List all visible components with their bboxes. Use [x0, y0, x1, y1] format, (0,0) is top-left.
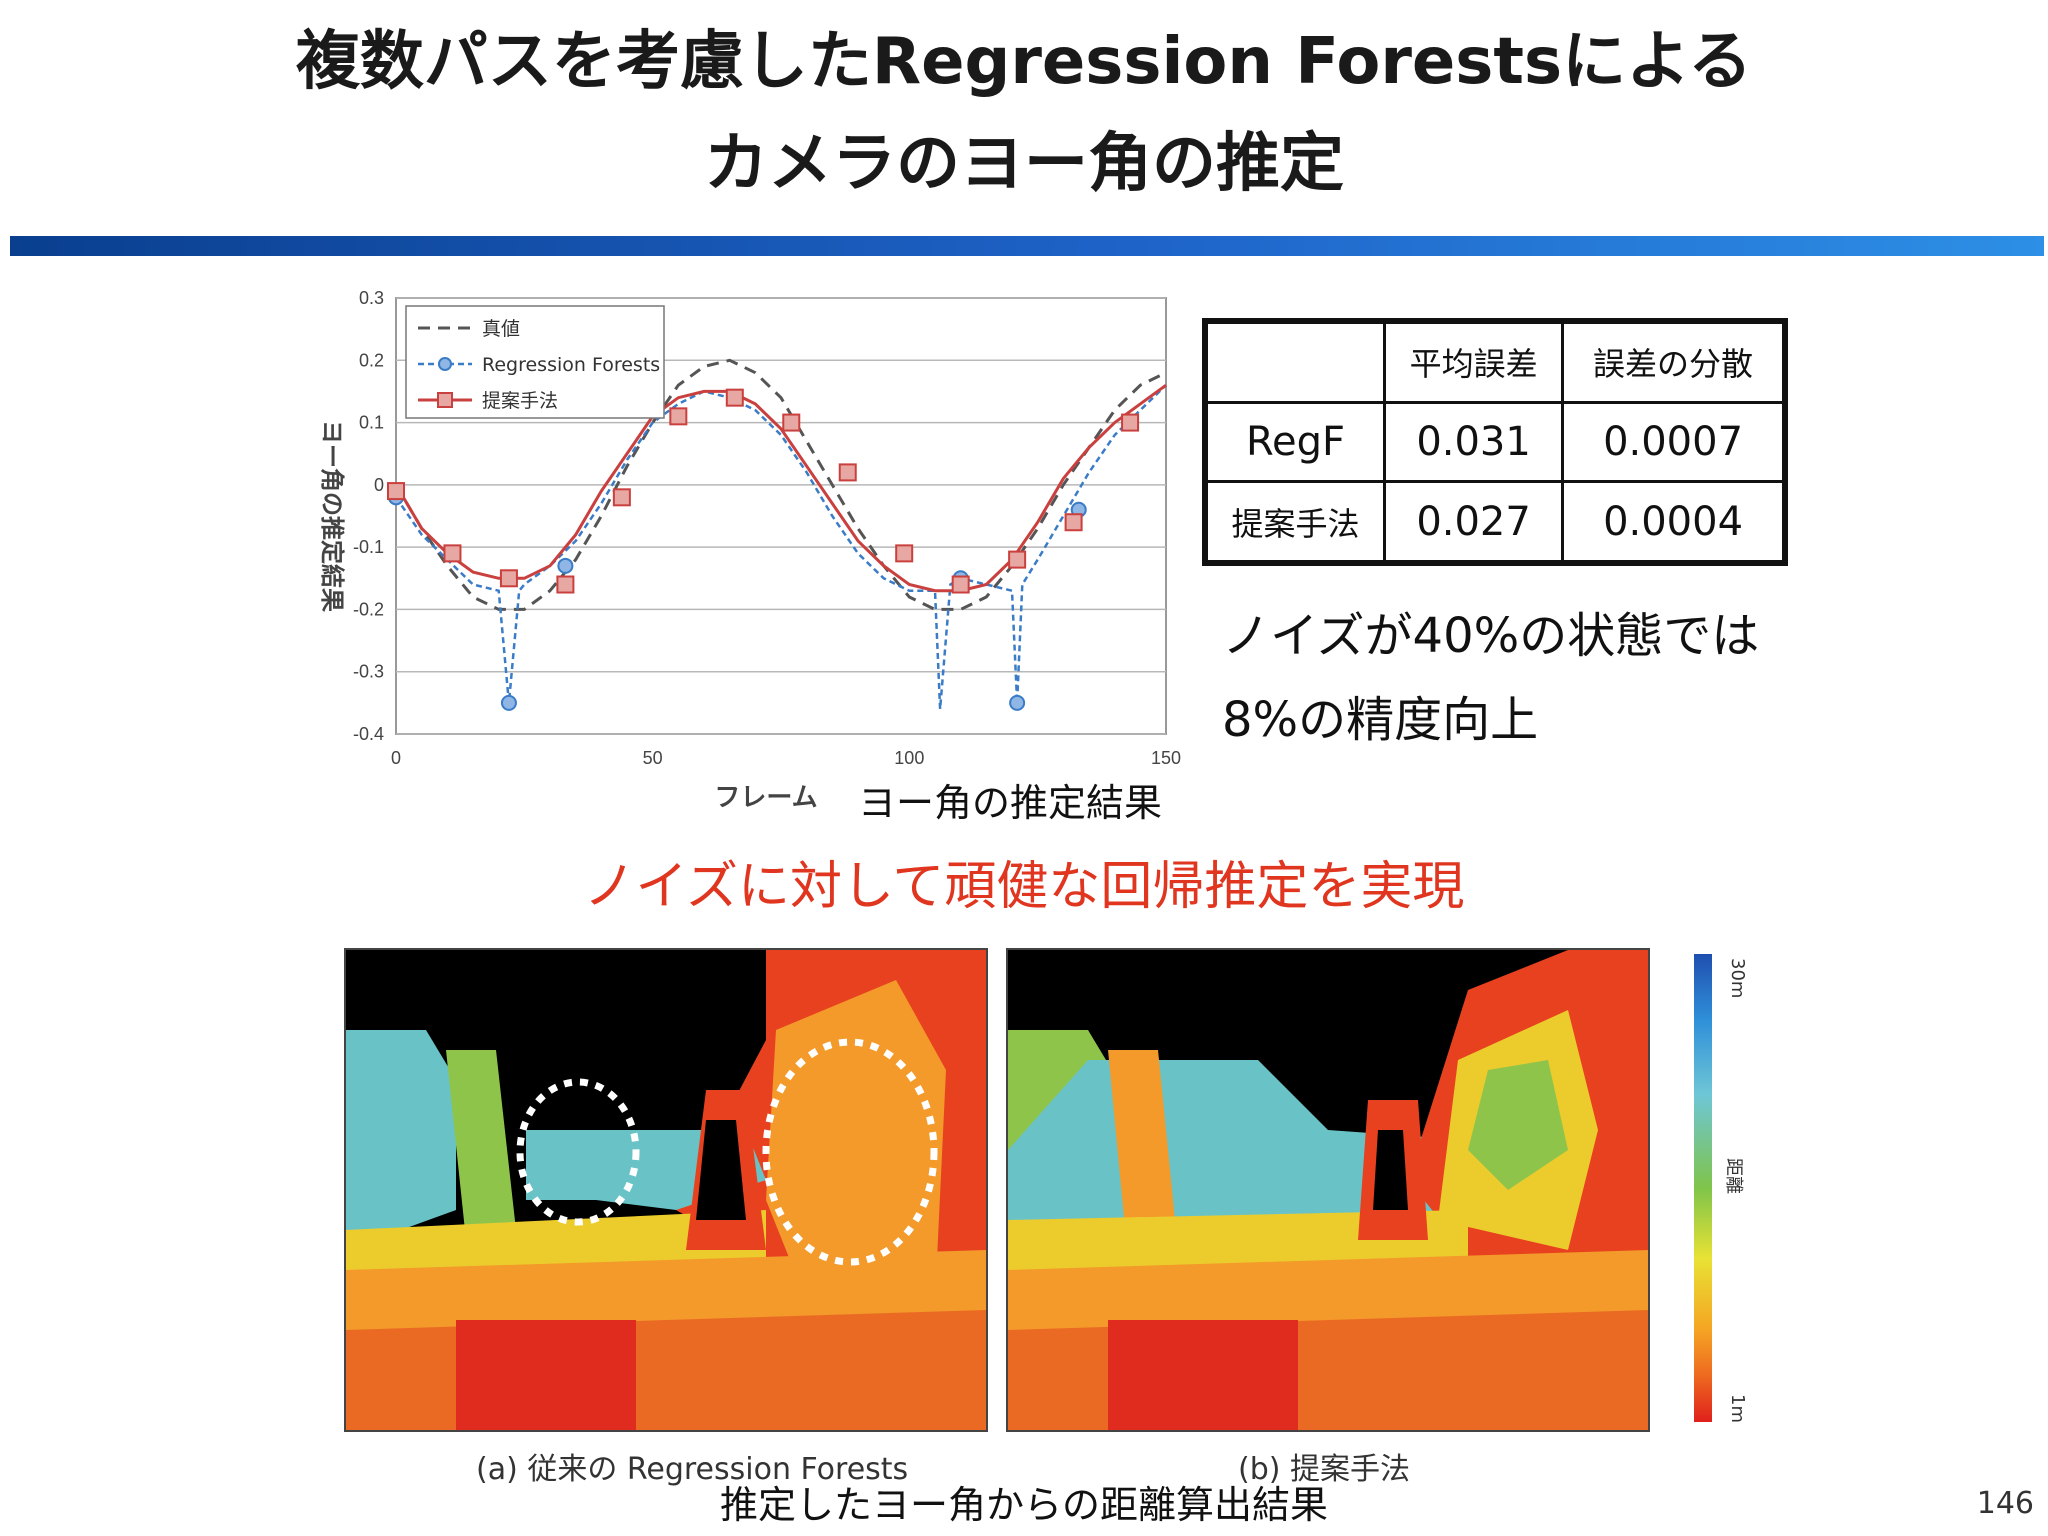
table-header-row: 平均誤差 誤差の分散 — [1204, 321, 1785, 404]
series-point — [500, 694, 517, 711]
slide-title-line1: 複数パスを考慮したRegression Forestsによる — [295, 25, 1753, 99]
yaw-estimate-chart: 0.3 0.2 0.1 0 -0.1 -0.2 -0.3 -0.4 0 50 100 150 フレーム ヨ… — [318, 288, 1181, 810]
series-point — [1064, 513, 1083, 532]
series-point — [1121, 413, 1140, 432]
table-header-empty — [1204, 321, 1387, 404]
row-variance: 0.0007 — [1561, 400, 1785, 484]
y-tick-label: 0.3 — [359, 288, 384, 308]
row-mean-error: 0.031 — [1383, 400, 1565, 484]
y-tick-label: -0.4 — [353, 724, 384, 744]
legend-marker — [438, 357, 452, 371]
table-header-mean-error: 平均誤差 — [1383, 321, 1565, 404]
series-point — [1009, 694, 1026, 711]
series-point — [499, 569, 518, 588]
series-line — [394, 358, 1167, 611]
series-point — [895, 544, 914, 563]
legend-marker — [437, 392, 453, 408]
series-point — [612, 488, 631, 507]
series-point — [557, 557, 574, 574]
depth-map-right-label: (b) 提案手法 — [1238, 1452, 1410, 1487]
row-variance: 0.0004 — [1561, 480, 1785, 563]
legend-entry: Regression Forests — [482, 354, 660, 376]
series-point — [443, 544, 462, 563]
depth-map-proposed-graphic — [1008, 950, 1648, 1430]
series-line — [394, 383, 1167, 593]
note-line1: ノイズが40%の状態では — [1222, 608, 1760, 664]
table-header-variance: 誤差の分散 — [1561, 321, 1785, 404]
slide-title-line2: カメラのヨー角の推定 — [704, 127, 1344, 201]
x-tick-label: 100 — [894, 748, 924, 768]
depth-map-conventional — [344, 948, 988, 1432]
series-line — [394, 384, 1167, 710]
table-row: RegF 0.031 0.0007 — [1204, 400, 1785, 484]
series-point — [782, 413, 801, 432]
title-divider — [10, 236, 2044, 256]
x-tick-label: 50 — [643, 748, 663, 768]
row-mean-error: 0.027 — [1383, 480, 1565, 563]
series-point — [669, 407, 688, 426]
row-method: RegF — [1204, 400, 1387, 484]
emphasis-text: ノイズに対して頑健な回帰推定を実現 — [583, 857, 1465, 917]
colorbar-bottom-label: 1m — [1727, 1394, 1748, 1423]
series-point — [838, 463, 857, 482]
image-caption: 推定したヨー角からの距離算出結果 — [719, 1483, 1328, 1527]
distance-colorbar — [1694, 954, 1712, 1422]
table-row: 提案手法 0.027 0.0004 — [1204, 480, 1785, 563]
y-tick-label: -0.3 — [353, 662, 384, 682]
x-tick-label: 0 — [391, 748, 401, 768]
y-tick-label: -0.2 — [353, 599, 384, 619]
note-line2: 8%の精度向上 — [1222, 692, 1539, 748]
colorbar-mid-label: 距離 — [1723, 1158, 1744, 1194]
page-number: 146 — [1976, 1486, 2034, 1521]
series-point — [387, 482, 405, 501]
series-point — [556, 575, 575, 594]
colorbar-top-label: 30m — [1727, 958, 1748, 999]
y-tick-label: -0.1 — [353, 537, 384, 557]
x-axis-label: フレーム — [714, 783, 817, 810]
chart-caption: ヨー角の推定結果 — [858, 781, 1163, 825]
depth-map-conventional-graphic — [346, 950, 986, 1430]
x-tick-label: 150 — [1151, 748, 1181, 768]
error-table: 平均誤差 誤差の分散 RegF 0.031 0.0007 提案手法 0.027 … — [1202, 318, 1788, 566]
legend-entry: 提案手法 — [482, 390, 558, 412]
depth-map-left-label: (a) 従来の Regression Forests — [476, 1452, 909, 1487]
legend-entry: 真値 — [482, 318, 520, 340]
depth-map-proposed — [1006, 948, 1650, 1432]
series-point — [1008, 550, 1027, 569]
y-tick-label: 0.1 — [359, 413, 384, 433]
series-point — [725, 388, 744, 407]
y-axis-label: ヨー角の推定結果 — [318, 420, 346, 612]
y-tick-label: 0 — [374, 475, 384, 495]
row-method: 提案手法 — [1204, 480, 1387, 563]
y-tick-label: 0.2 — [359, 350, 384, 370]
series-point — [951, 575, 970, 594]
